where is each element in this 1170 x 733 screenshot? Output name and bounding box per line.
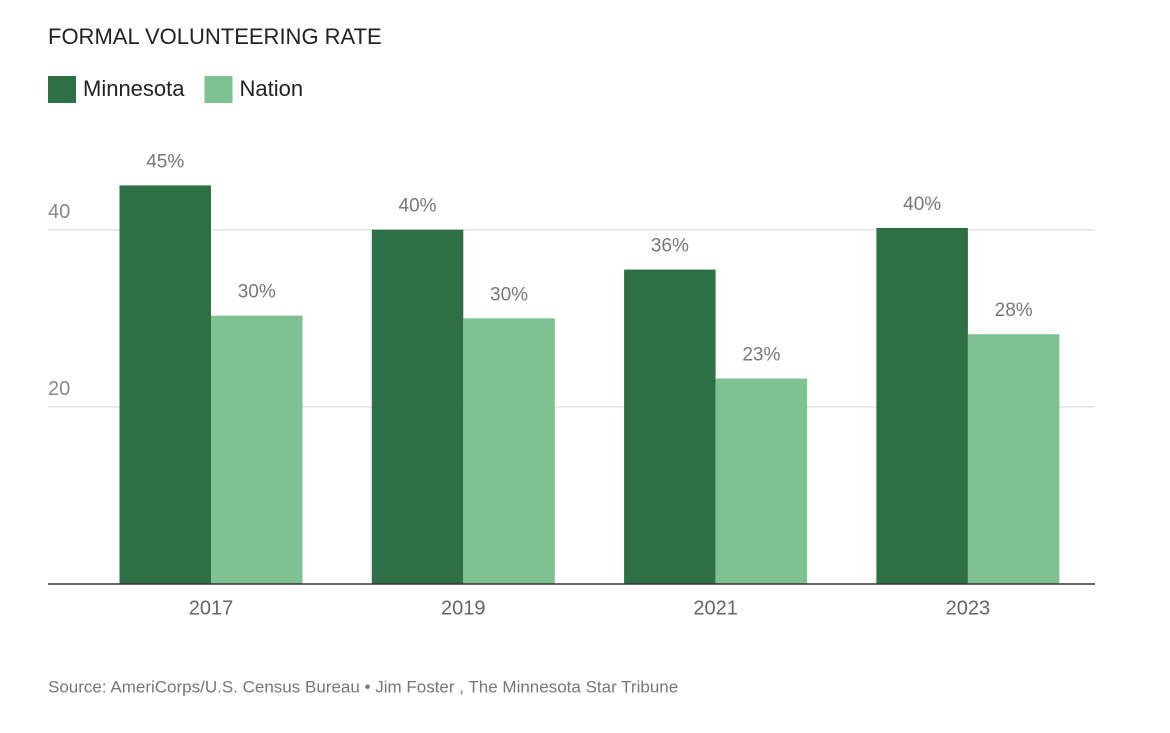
x-tick-label: 2023 xyxy=(946,597,991,619)
value-label: 30% xyxy=(238,282,276,303)
x-tick-label: 2019 xyxy=(441,597,486,619)
value-label: 28% xyxy=(995,300,1033,321)
bar xyxy=(119,185,211,584)
bar xyxy=(967,334,1060,584)
legend-swatch xyxy=(204,76,233,103)
legend-swatch xyxy=(48,76,76,103)
legend-label: Minnesota xyxy=(83,76,185,101)
legend-label: Nation xyxy=(240,76,304,101)
bar xyxy=(876,227,968,584)
x-tick-label: 2017 xyxy=(189,597,234,619)
chart-title: FORMAL VOLUNTEERING RATE xyxy=(48,24,382,49)
source: Source: AmeriCorps/U.S. Census Bureau • … xyxy=(48,677,678,696)
value-label: 45% xyxy=(146,151,184,172)
bar xyxy=(624,269,716,584)
y-tick-label: 20 xyxy=(48,378,70,400)
bar xyxy=(211,315,303,584)
x-tick-label: 2021 xyxy=(693,597,738,619)
value-label: 40% xyxy=(903,194,941,215)
y-tick-label: 40 xyxy=(48,201,70,223)
bar xyxy=(463,318,555,584)
bar xyxy=(371,229,464,584)
value-label: 30% xyxy=(490,284,528,305)
value-label: 36% xyxy=(651,236,689,257)
value-label: 40% xyxy=(399,196,437,217)
bar xyxy=(715,378,808,584)
value-label: 23% xyxy=(742,345,780,366)
